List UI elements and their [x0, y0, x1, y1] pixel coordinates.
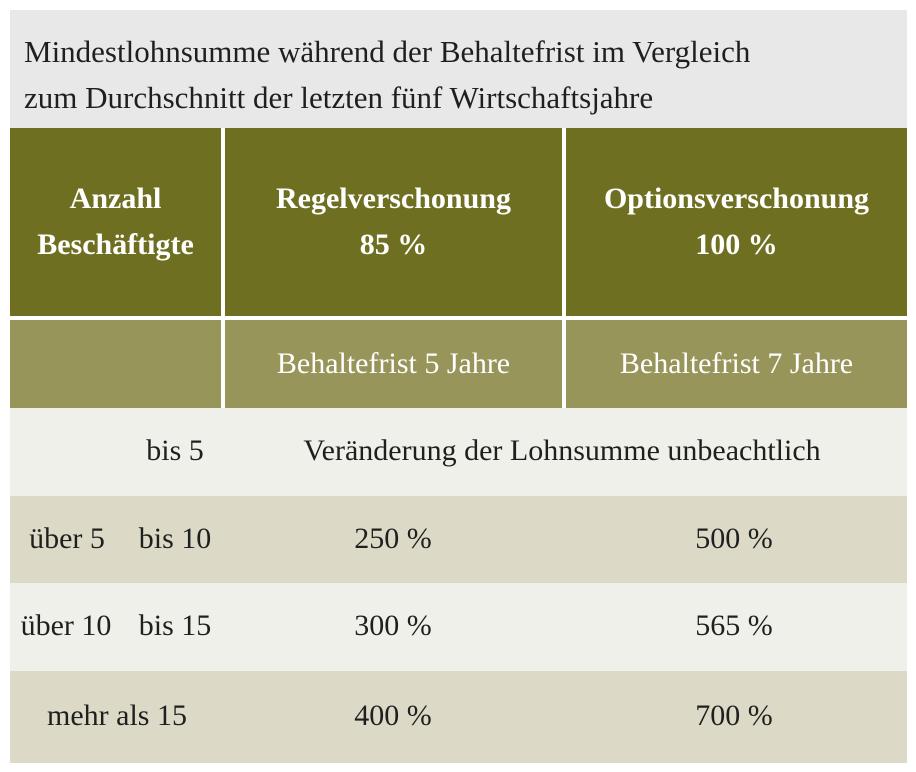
title-line-1: Mindestlohnsumme während der Behaltefris… — [24, 34, 751, 69]
row3-from: über 10 — [20, 609, 112, 642]
header-regel-line2: 85 % — [359, 228, 428, 261]
header-option-line1: Optionsverschonung — [603, 182, 870, 215]
table-row: über 5 bis 10 250 % 500 % — [10, 496, 907, 583]
row4-label: mehr als 15 — [47, 699, 187, 732]
subheader-empty — [10, 320, 221, 408]
row3-option: 565 % — [695, 609, 773, 642]
row4-option: 700 % — [695, 699, 773, 732]
table-row: bis 5 Veränderung der Lohnsumme unbeacht… — [10, 408, 907, 496]
row3-regel: 300 % — [354, 609, 432, 642]
table-row: über 10 bis 15 300 % 565 % — [10, 583, 907, 671]
table-title: Mindestlohnsumme während der Behaltefris… — [10, 10, 907, 128]
header-optionsverschonung: Optionsverschonung 100 % — [566, 128, 907, 316]
row3-to: bis 15 — [138, 609, 212, 642]
subheader-option: Behaltefrist 7 Jahre — [566, 320, 907, 408]
header-regel-line1: Regelverschonung — [276, 182, 511, 215]
header-option-line2: 100 % — [695, 228, 778, 261]
table-frame: Mindestlohnsumme während der Behaltefris… — [10, 10, 907, 763]
row2-option: 500 % — [695, 522, 773, 555]
header-employees-line1: Anzahl — [69, 182, 162, 215]
header-employees-line2: Beschäftigte — [37, 228, 194, 261]
row1-merged: Veränderung der Lohnsumme unbeachtlich — [303, 434, 821, 467]
title-line-2: zum Durchschnitt der letzten fünf Wirtsc… — [24, 80, 654, 115]
table-row: mehr als 15 400 % 700 % — [10, 671, 907, 763]
row2-to: bis 10 — [138, 522, 212, 555]
row4-regel: 400 % — [354, 699, 432, 732]
row2-from: über 5 — [29, 522, 105, 555]
subheader-regel: Behaltefrist 5 Jahre — [225, 320, 562, 408]
header-regelverschonung: Regelverschonung 85 % — [225, 128, 562, 316]
row2-regel: 250 % — [354, 522, 432, 555]
row1-to: bis 5 — [146, 434, 204, 467]
header-employees: Anzahl Beschäftigte — [10, 128, 221, 316]
